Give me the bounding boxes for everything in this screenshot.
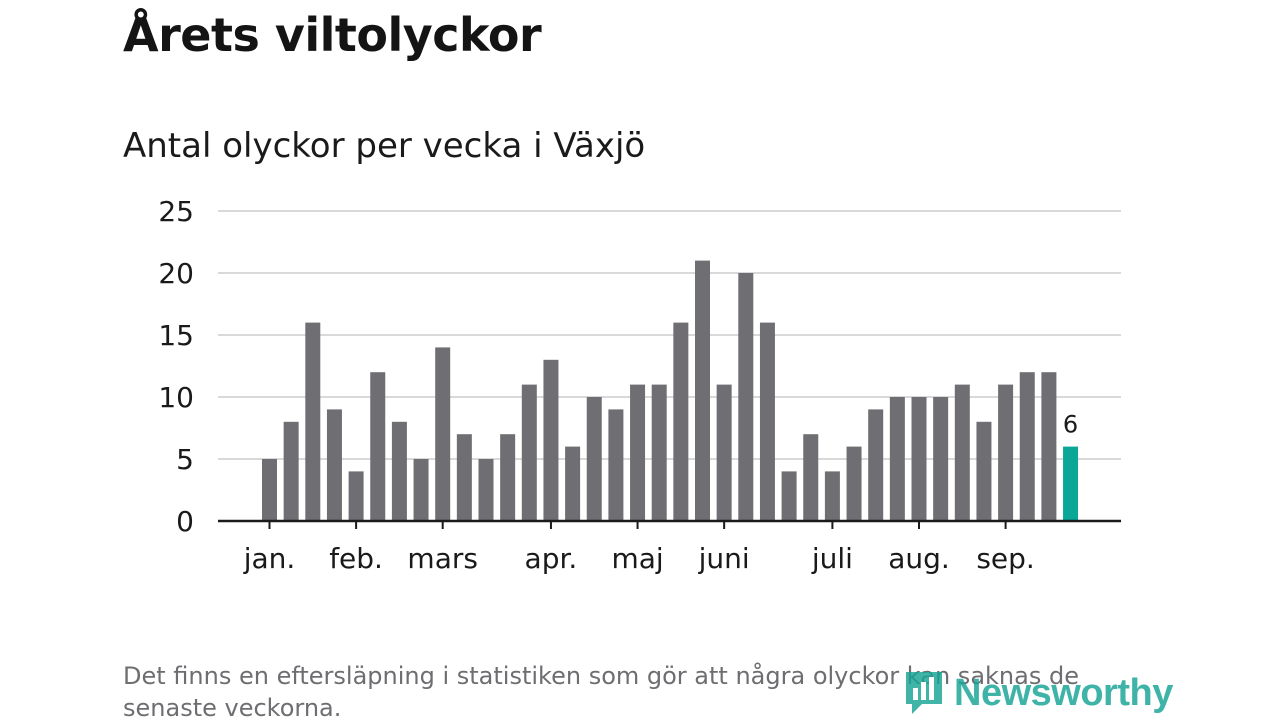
bar-chart: 0 5 10 15 20 25 jan. feb. mars apr. maj juni juli au… — [158, 195, 1121, 575]
bar — [868, 409, 884, 521]
x-axis-tick-labels: jan. feb. mars apr. maj juni juli aug. sep. — [243, 542, 1035, 575]
bar — [846, 446, 862, 521]
bar — [262, 459, 277, 521]
y-tick-label: 5 — [176, 443, 194, 476]
gridlines — [218, 210, 1121, 460]
data-label: 6 — [1063, 411, 1078, 439]
bar — [759, 322, 775, 521]
bar — [824, 471, 840, 521]
bar — [673, 322, 689, 521]
data-labels: 6 — [1063, 411, 1078, 439]
x-tick-label: maj — [611, 542, 663, 575]
bar — [651, 384, 667, 521]
bar — [630, 384, 646, 521]
x-tick-label: juni — [698, 542, 750, 575]
brand-name: Newsworthy — [954, 671, 1173, 714]
bar — [1041, 372, 1057, 521]
bar — [456, 434, 472, 521]
bar — [954, 384, 970, 521]
bar — [608, 409, 624, 521]
bar — [716, 384, 732, 521]
bar — [781, 471, 797, 521]
bar — [370, 372, 386, 521]
bar — [695, 260, 710, 521]
x-tick-label: feb. — [329, 542, 383, 575]
x-tick-label: mars — [407, 542, 478, 575]
bar-highlight — [1063, 446, 1079, 521]
bar — [803, 434, 819, 521]
y-axis-tick-labels: 0 5 10 15 20 25 — [158, 195, 194, 538]
bar — [348, 471, 364, 521]
bar — [305, 322, 321, 521]
bar — [1019, 372, 1035, 521]
bar — [391, 421, 407, 521]
bar — [435, 347, 451, 521]
bar — [283, 421, 299, 521]
bar — [976, 421, 992, 521]
bar — [565, 446, 581, 521]
bar — [889, 397, 905, 521]
x-tick-label: apr. — [525, 542, 578, 575]
x-tick-label: aug. — [888, 542, 950, 575]
x-tick-label: juli — [811, 542, 853, 575]
y-tick-label: 20 — [158, 257, 194, 290]
newsworthy-logo-icon — [906, 672, 942, 714]
chart-title: Årets viltolyckor — [123, 8, 542, 62]
bar — [326, 409, 342, 521]
bar — [738, 273, 754, 521]
bar — [543, 359, 559, 521]
bar — [933, 397, 949, 521]
bar — [911, 397, 927, 521]
bar — [998, 384, 1014, 521]
bar — [478, 459, 494, 521]
bar — [413, 459, 429, 521]
brand-logo: Newsworthy — [902, 668, 1173, 718]
x-axis — [218, 519, 1121, 529]
y-tick-label: 10 — [158, 381, 194, 414]
y-tick-label: 25 — [158, 195, 194, 228]
y-tick-label: 15 — [158, 319, 194, 352]
x-tick-label: sep. — [976, 542, 1035, 575]
bars — [262, 260, 1079, 521]
x-tick-label: jan. — [243, 542, 296, 575]
bar — [586, 397, 602, 521]
y-tick-label: 0 — [176, 505, 194, 538]
chart-subtitle: Antal olyckor per vecka i Växjö — [123, 126, 646, 166]
bar — [521, 384, 537, 521]
bar — [500, 434, 516, 521]
